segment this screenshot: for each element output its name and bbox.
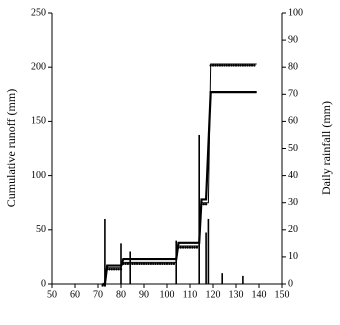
runoff-line: [102, 91, 257, 286]
runoff-marker-dot: [237, 64, 240, 67]
runoff-marker-dot: [149, 262, 153, 266]
runoff-marker-dot: [232, 64, 235, 67]
runoff-marker-dot: [204, 203, 208, 206]
y2-tick-label: 20: [288, 224, 298, 235]
runoff-marker-dot: [156, 262, 159, 266]
runoff-marker-dot: [202, 203, 205, 206]
y2-tick-label: 0: [288, 278, 293, 289]
y-axis-title: Cumulative runoff (mm): [4, 89, 18, 207]
x-tick-label: 80: [116, 289, 126, 300]
runoff-marker-dot: [158, 262, 162, 266]
rain-bar: [104, 218, 106, 284]
runoff-marker-dot: [179, 246, 182, 249]
runoff-marker-dot: [154, 262, 157, 266]
runoff-marker-dot: [195, 246, 199, 249]
runoff-marker-dot: [170, 262, 173, 266]
runoff-marker-dot: [163, 262, 166, 266]
runoff-marker-dot: [216, 64, 219, 67]
x-tick-label: 110: [183, 289, 198, 300]
runoff-marker-dot: [248, 64, 251, 67]
x-tick-label: 70: [93, 289, 103, 300]
runoff-marker-dot: [135, 262, 139, 266]
runoff-marker-dot: [161, 262, 164, 266]
runoff-marker-dot: [117, 268, 120, 271]
runoff-line: [102, 63, 257, 285]
rain-bar: [129, 251, 131, 284]
runoff-marker-dot: [165, 262, 169, 266]
runoff-marker-dot: [147, 262, 150, 266]
rain-bar: [205, 232, 207, 284]
runoff-marker-dot: [142, 262, 146, 266]
runoff-marker-dot: [126, 262, 130, 266]
runoff-marker-dot: [211, 64, 215, 67]
runoff-marker-dot: [112, 268, 116, 271]
y2-tick-label: 50: [288, 143, 298, 154]
rain-bar: [198, 134, 200, 284]
runoff-marker-dot: [218, 64, 222, 67]
y2-tick-label: 80: [288, 61, 298, 72]
y2-tick-label: 30: [288, 197, 298, 208]
runoff-marker-dot: [250, 64, 254, 67]
runoff-marker-dot: [225, 64, 228, 67]
runoff-marker-dot: [239, 64, 242, 67]
y-tick-label: 150: [31, 116, 46, 127]
runoff-marker-dot: [230, 64, 233, 67]
x-tick-label: 140: [252, 289, 267, 300]
rain-bar: [175, 240, 177, 284]
y-tick-label: 100: [31, 170, 46, 181]
y-tick-label: 0: [41, 278, 46, 289]
rain-bar: [242, 275, 244, 284]
runoff-marker-dot: [138, 262, 141, 266]
x-tick-label: 120: [206, 289, 221, 300]
runoff-marker-dot: [221, 64, 224, 67]
runoff-marker-dot: [152, 262, 155, 266]
runoff-marker-dot: [140, 262, 143, 266]
y-tick-label: 250: [31, 7, 46, 18]
x-tick-label: 100: [160, 289, 175, 300]
runoff-marker-dot: [145, 262, 148, 266]
y2-tick-label: 100: [288, 7, 303, 18]
y2-tick-label: 70: [288, 89, 298, 100]
runoff-marker-dot: [188, 246, 192, 249]
y2-tick-label: 10: [288, 251, 298, 262]
y2-axis-title: Daily rainfall (mm): [319, 101, 333, 195]
runoff-marker-dot: [209, 64, 212, 67]
runoff-marker-dot: [227, 64, 231, 67]
y2-tick-label: 60: [288, 116, 298, 127]
runoff-marker-dot: [115, 268, 118, 271]
runoff-marker-dot: [214, 64, 217, 67]
runoff-marker-dot: [168, 262, 171, 266]
runoff-marker-dot: [234, 64, 238, 67]
runoff-marker-dot: [241, 64, 245, 67]
y-tick-label: 200: [31, 61, 46, 72]
x-tick-label: 130: [229, 289, 244, 300]
y2-tick-label: 90: [288, 34, 298, 45]
runoff-marker-dot: [223, 64, 226, 67]
runoff-marker-dot: [110, 268, 114, 271]
x-tick-label: 150: [275, 289, 290, 300]
runoff-marker-dot: [184, 246, 187, 249]
runoff-marker-dot: [244, 64, 247, 67]
runoff-marker-dot: [193, 246, 196, 249]
runoff-marker-dot: [191, 246, 194, 249]
y2-tick-label: 40: [288, 170, 298, 181]
rain-bar: [120, 243, 122, 284]
rain-bar: [207, 218, 210, 284]
runoff-marker-dot: [108, 268, 111, 271]
runoff-marker-dot: [133, 262, 136, 266]
runoff-marker-dot: [172, 262, 176, 266]
x-tick-label: 50: [47, 289, 57, 300]
runoff-marker-dot: [253, 64, 256, 67]
runoff-marker-dot: [124, 262, 127, 266]
runoff-marker-dot: [181, 246, 185, 249]
x-tick-label: 90: [139, 289, 149, 300]
runoff-marker-dot: [186, 246, 189, 249]
runoff-marker-dot: [246, 64, 249, 67]
rain-bar: [221, 273, 223, 284]
x-tick-label: 60: [70, 289, 80, 300]
y-tick-label: 50: [36, 224, 46, 235]
runoff-marker-dot: [131, 262, 134, 266]
